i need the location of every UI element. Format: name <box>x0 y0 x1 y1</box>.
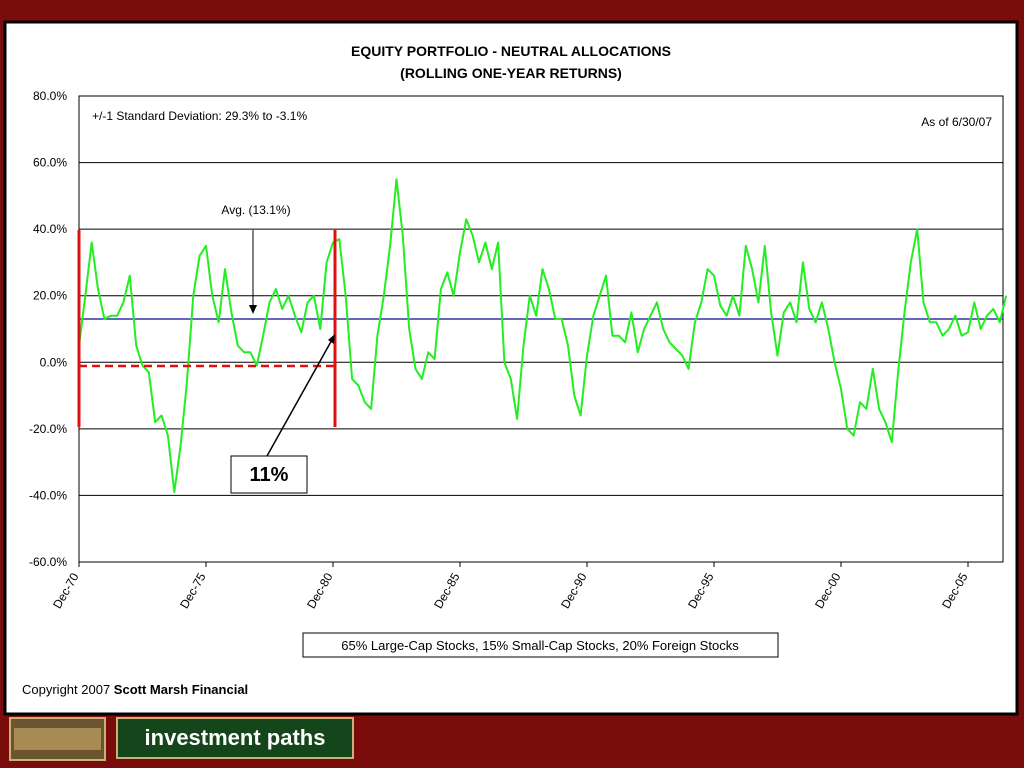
banner-text: investment paths <box>145 725 326 750</box>
y-tick-label: -20.0% <box>29 422 67 436</box>
y-tick-label: 0.0% <box>40 355 68 369</box>
annotation: Avg. (13.1%) <box>221 203 290 217</box>
y-tick-label: 60.0% <box>33 156 67 170</box>
y-tick-label: 40.0% <box>33 222 67 236</box>
annotation: +/-1 Standard Deviation: 29.3% to -3.1% <box>92 109 307 123</box>
chart-title: EQUITY PORTFOLIO - NEUTRAL ALLOCATIONS <box>351 43 671 59</box>
banner-box <box>116 717 354 759</box>
annotation: As of 6/30/07 <box>921 115 992 129</box>
data-line <box>78 178 1008 494</box>
y-tick-label: 20.0% <box>33 289 67 303</box>
legend-entry: 65% Large-Cap Stocks, 15% Small-Cap Stoc… <box>341 638 739 653</box>
y-tick-label: -60.0% <box>29 555 67 569</box>
chart-subtitle: (ROLLING ONE-YEAR RETURNS) <box>400 65 622 81</box>
y-tick-label: 80.0% <box>33 89 67 103</box>
callout-arrow <box>266 337 334 457</box>
legend-box <box>302 632 779 658</box>
plot-area <box>79 95 1003 563</box>
callout-arrow-head <box>328 334 335 344</box>
avg-arrow-head <box>249 305 257 314</box>
y-tick-label: -40.0% <box>29 488 67 502</box>
copyright-text: Copyright 2007 <box>22 682 110 697</box>
callout-box <box>230 455 308 494</box>
company-name: Scott Marsh Financial <box>114 682 248 697</box>
chart-panel <box>3 20 1019 716</box>
banner-image-detail <box>14 728 101 750</box>
callout-text: 11% <box>250 464 289 486</box>
copyright: Copyright 2007 Scott Marsh Financial <box>22 682 248 697</box>
